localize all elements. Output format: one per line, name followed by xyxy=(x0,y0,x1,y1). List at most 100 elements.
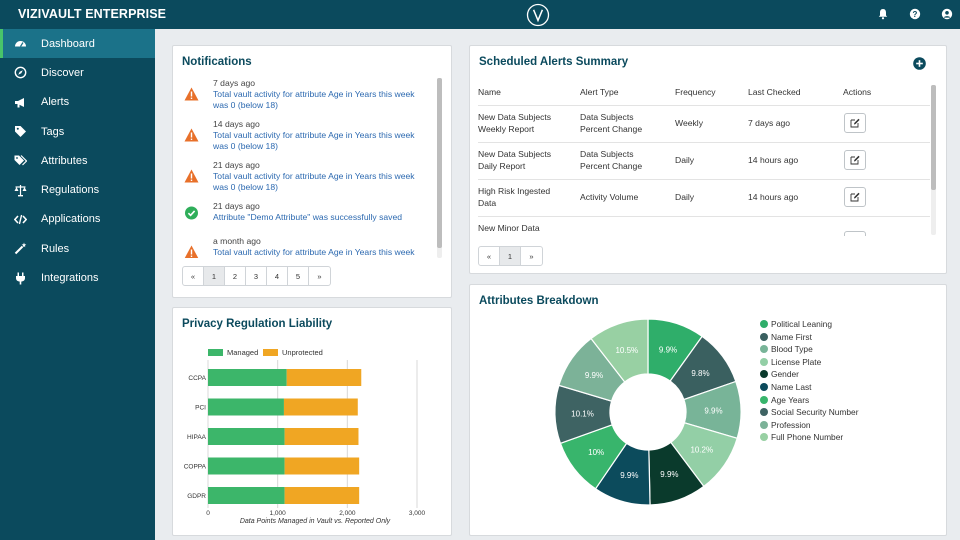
legend-item[interactable]: License Plate xyxy=(760,356,821,368)
bar-unprotected-ccpa[interactable] xyxy=(286,369,362,386)
sidebar-item-dashboard[interactable]: Dashboard xyxy=(0,29,155,59)
sidebar-item-applications[interactable]: Applications xyxy=(0,205,155,234)
legend-item[interactable]: Full Phone Number xyxy=(760,431,843,443)
column-header-frequency[interactable]: Frequency xyxy=(675,87,716,97)
sidebar-item-label: Regulations xyxy=(41,184,100,197)
sidebar-item-integrations[interactable]: Integrations xyxy=(0,263,155,292)
legend-label: Full Phone Number xyxy=(771,432,844,443)
sidebar-item-tags[interactable]: Tags xyxy=(0,117,155,146)
legend-item[interactable]: Social Security Number xyxy=(760,406,859,418)
notification-time: 21 days ago xyxy=(213,201,260,211)
x-tick-label: 2,000 xyxy=(339,510,356,517)
legend-item[interactable]: Name Last xyxy=(760,381,812,393)
cell-name: New Minor Data xyxy=(478,223,540,233)
legend-swatch xyxy=(760,320,768,328)
edit-alert-button[interactable] xyxy=(844,231,866,236)
legend-item-unprotected: Unprotected xyxy=(263,348,323,357)
x-axis-title: Data Points Managed in Vault vs. Reporte… xyxy=(239,518,391,525)
cell-frequency: Daily xyxy=(675,155,695,165)
sidebar-item-regulations[interactable]: Regulations xyxy=(0,175,155,204)
pagination-page-2[interactable]: 2 xyxy=(225,267,246,285)
slice-value-label: 9.9% xyxy=(660,470,678,479)
cell-name: New Data Subjects Daily Report xyxy=(478,149,552,171)
notification-link[interactable]: Total vault activity for attribute Age i… xyxy=(213,89,415,111)
notifications-panel: Notifications 7 days ago Total vault act… xyxy=(172,45,452,298)
edit-alert-button[interactable] xyxy=(844,113,866,133)
legend-swatch xyxy=(263,349,278,356)
bar-managed-coppa[interactable] xyxy=(208,457,285,475)
pagination-page-1[interactable]: 1 xyxy=(204,267,225,285)
sidebar-item-label: Alerts xyxy=(41,96,70,109)
top-bar: VIZIVAULT ENTERPRISE ? xyxy=(0,0,960,29)
sidebar-item-rules[interactable]: Rules xyxy=(0,234,155,263)
legend-item[interactable]: Age Years xyxy=(760,394,809,406)
pagination-last-button[interactable]: » xyxy=(317,271,322,281)
warning-icon xyxy=(184,245,199,258)
sidebar-item-label: Dashboard xyxy=(41,37,95,50)
column-header-name[interactable]: Name xyxy=(478,87,501,97)
notification-time: 14 days ago xyxy=(213,119,260,129)
legend-swatch xyxy=(760,332,768,341)
cell-frequency: Daily xyxy=(675,192,695,202)
bar-managed-gdpr[interactable] xyxy=(208,487,285,504)
notifications-scrollbar[interactable] xyxy=(437,78,442,258)
slice-value-label: 9.9% xyxy=(659,346,677,355)
notification-time: a month ago xyxy=(213,236,261,246)
cell-alert-type: Data Subjects Percent Change xyxy=(580,112,643,134)
y-tick-label: PCI xyxy=(195,404,206,411)
pagination-last-button[interactable]: » xyxy=(529,251,534,261)
legend-item[interactable]: Profession xyxy=(760,419,811,431)
warning-icon xyxy=(184,169,199,183)
column-header-alert-type[interactable]: Alert Type xyxy=(580,87,619,97)
bell-icon[interactable] xyxy=(877,8,889,20)
warning-icon xyxy=(184,128,199,142)
table-row: New Data Subjects Daily Report Data Subj… xyxy=(478,142,930,179)
notification-link[interactable]: Attribute "Demo Attribute" was successfu… xyxy=(213,212,403,222)
notification-link[interactable]: Total vault activity for attribute Age i… xyxy=(213,171,415,193)
bar-unprotected-hipaa[interactable] xyxy=(284,428,359,445)
edit-icon xyxy=(850,192,860,202)
legend-item[interactable]: Political Leaning xyxy=(760,318,832,330)
sidebar-item-discover[interactable]: Discover xyxy=(0,58,155,87)
pagination-page-1[interactable]: 1 xyxy=(500,247,521,265)
alerts-scrollbar[interactable] xyxy=(931,85,936,235)
help-icon[interactable]: ? xyxy=(909,8,921,20)
edit-alert-button[interactable] xyxy=(844,187,866,207)
bar-managed-ccpa[interactable] xyxy=(208,369,287,386)
user-icon[interactable] xyxy=(941,8,953,20)
column-header-last-checked[interactable]: Last Checked xyxy=(748,87,801,97)
table-row: New Data Subjects Weekly Report Data Sub… xyxy=(478,105,930,142)
bar-managed-hipaa[interactable] xyxy=(208,428,285,445)
pagination-first-button[interactable]: « xyxy=(479,247,500,265)
legend-item[interactable]: Gender xyxy=(760,368,799,380)
pagination-page-4[interactable]: 4 xyxy=(267,267,288,285)
notification-link[interactable]: Total vault activity for attribute Age i… xyxy=(213,247,415,257)
donut-slice-full-phone-number[interactable] xyxy=(590,318,649,383)
pagination-page-3[interactable]: 3 xyxy=(246,267,267,285)
scheduled-alerts-panel: Scheduled Alerts Summary xyxy=(469,45,947,274)
legend-label: Managed xyxy=(227,348,259,357)
y-tick-label: HIPAA xyxy=(187,434,207,441)
slice-value-label: 9.8% xyxy=(691,369,709,378)
magic-wand-icon xyxy=(14,242,27,255)
scrollbar-thumb[interactable] xyxy=(931,85,936,190)
bar-unprotected-gdpr[interactable] xyxy=(284,487,360,504)
slice-value-label: 10.1% xyxy=(571,410,594,419)
cell-last-checked: 14 hours ago xyxy=(748,192,799,202)
bar-unprotected-pci[interactable] xyxy=(283,398,358,416)
pagination-first-button[interactable]: « xyxy=(183,267,204,285)
bar-unprotected-coppa[interactable] xyxy=(284,457,360,475)
scrollbar-thumb[interactable] xyxy=(437,78,442,248)
notification-time: 21 days ago xyxy=(213,160,260,170)
add-alert-icon[interactable] xyxy=(913,57,926,70)
pagination-page-5[interactable]: 5 xyxy=(288,267,309,285)
notification-link[interactable]: Total vault activity for attribute Age i… xyxy=(213,130,415,152)
edit-icon xyxy=(850,155,860,165)
edit-alert-button[interactable] xyxy=(844,150,866,170)
bar-managed-pci[interactable] xyxy=(208,398,284,416)
sidebar-item-alerts[interactable]: Alerts xyxy=(0,88,155,117)
legend-item[interactable]: Name First xyxy=(760,331,812,343)
legend-item[interactable]: Blood Type xyxy=(760,343,813,355)
sidebar-item-attributes[interactable]: Attributes xyxy=(0,146,155,175)
table-row: New Minor Data xyxy=(478,216,930,236)
